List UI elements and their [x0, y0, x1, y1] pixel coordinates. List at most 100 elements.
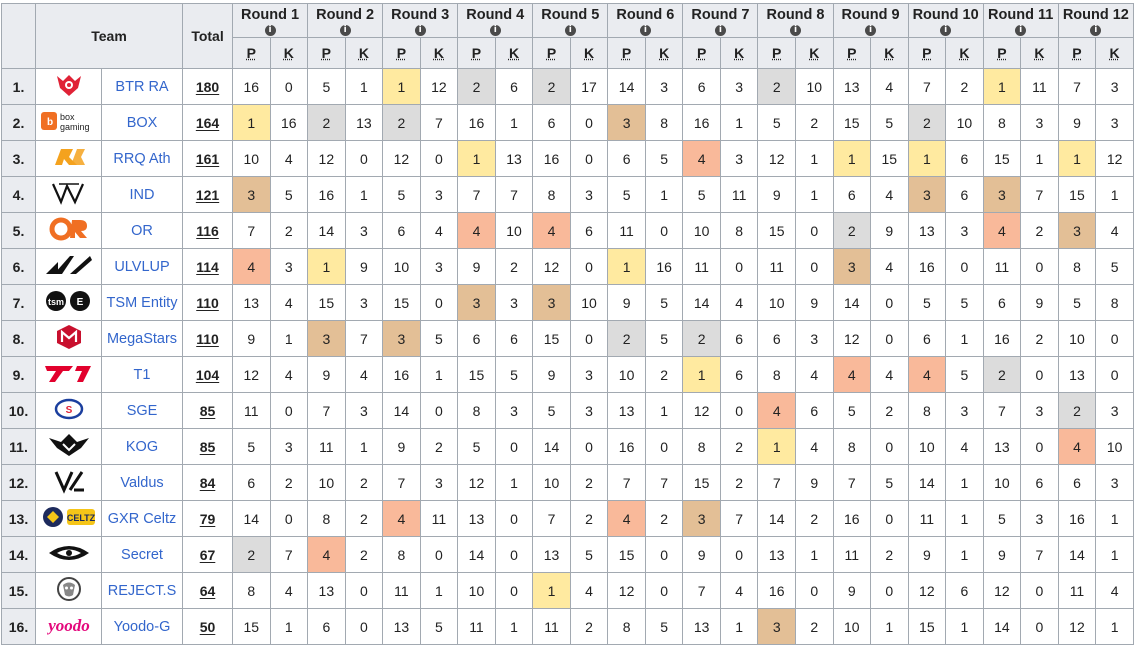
- team-link[interactable]: Valdus: [120, 475, 164, 491]
- round-5-header: Round 5 i: [532, 3, 609, 38]
- info-icon[interactable]: i: [940, 25, 952, 36]
- team-logo-cell: [35, 176, 102, 213]
- team-link[interactable]: ULVLUP: [114, 259, 170, 275]
- kills-cell: 0: [719, 536, 759, 573]
- placement-cell: 16: [832, 500, 872, 537]
- team-link[interactable]: KOG: [125, 439, 159, 455]
- kills-cell: 6: [945, 140, 984, 177]
- placement-cell: 11: [982, 248, 1022, 285]
- placement-cell: 7: [907, 68, 947, 105]
- kills-cell: 13: [344, 104, 384, 141]
- info-icon[interactable]: i: [1015, 25, 1027, 36]
- round-label: Round 9: [841, 7, 900, 23]
- kills-cell: 4: [870, 248, 909, 285]
- placement-cell: 2: [757, 68, 796, 105]
- info-icon[interactable]: i: [264, 25, 276, 36]
- placement-cell: 3: [382, 320, 421, 357]
- rrq-logo[interactable]: [51, 145, 87, 172]
- kills-cell: 0: [719, 392, 759, 429]
- team-link[interactable]: Yoodo-G: [113, 619, 171, 635]
- team-link[interactable]: SGE: [126, 403, 158, 419]
- kills-cell: 1: [419, 356, 459, 393]
- kills-cell: 0: [870, 572, 909, 609]
- placement-cell: 5: [757, 104, 796, 141]
- ind-logo[interactable]: [49, 180, 89, 209]
- rank-cell: 14.: [1, 536, 36, 573]
- placement-cell: 14: [232, 500, 271, 537]
- placement-cell: 1: [982, 68, 1022, 105]
- team-link[interactable]: IND: [129, 187, 155, 203]
- round-label: Round 7: [691, 7, 750, 23]
- tsm-logo[interactable]: tsm E: [44, 288, 94, 317]
- placement-cell: 11: [457, 608, 496, 645]
- team-logo-cell: [35, 320, 102, 357]
- kills-cell: 2: [644, 500, 684, 537]
- kills-cell: 0: [494, 500, 534, 537]
- total-points: 114: [196, 258, 219, 275]
- or-logo[interactable]: [49, 216, 89, 245]
- team-link[interactable]: TSM Entity: [106, 295, 178, 311]
- gxr-celtz-logo[interactable]: CELTZ: [41, 504, 97, 533]
- total-points-cell: 180: [182, 68, 234, 105]
- kills-cell: 5: [870, 464, 909, 501]
- kills-cell: 6: [569, 212, 609, 249]
- kills-cell: 2: [569, 608, 609, 645]
- kills-cell: 4: [269, 572, 309, 609]
- kills-cell: 3: [419, 176, 459, 213]
- sge-logo[interactable]: S: [54, 396, 84, 425]
- placement-cell: 12: [1057, 608, 1097, 645]
- placement-header: P: [457, 37, 496, 69]
- yoodo-logo[interactable]: yoodo: [46, 613, 91, 640]
- kills-cell: 0: [269, 68, 309, 105]
- placement-cell: 10: [682, 212, 721, 249]
- kills-cell: 1: [870, 608, 909, 645]
- team-link[interactable]: OR: [131, 223, 153, 239]
- info-icon[interactable]: i: [414, 25, 426, 36]
- reject-logo[interactable]: [54, 576, 84, 605]
- team-link[interactable]: GXR Celtz: [107, 511, 177, 527]
- round-label: Round 10: [912, 7, 979, 23]
- kills-cell: 1: [344, 176, 384, 213]
- placement-cell: 9: [982, 536, 1022, 573]
- kills-cell: 0: [419, 536, 459, 573]
- placement-cell: 1: [232, 104, 271, 141]
- placement-cell: 13: [757, 536, 796, 573]
- placement-cell: 5: [832, 392, 872, 429]
- placement-cell: 8: [532, 176, 571, 213]
- placement-label: P: [847, 45, 857, 61]
- placement-cell: 16: [307, 176, 346, 213]
- info-icon[interactable]: i: [1090, 25, 1102, 36]
- info-icon[interactable]: i: [639, 25, 651, 36]
- placement-cell: 9: [682, 536, 721, 573]
- info-icon[interactable]: i: [564, 25, 576, 36]
- round-3-header: Round 3 i: [382, 3, 459, 38]
- total-points-cell: 161: [182, 140, 234, 177]
- team-link[interactable]: MegaStars: [106, 331, 178, 347]
- btr-logo[interactable]: [54, 72, 84, 101]
- team-name-cell: ULVLUP: [100, 248, 184, 285]
- ulvlup-logo[interactable]: [44, 252, 94, 281]
- secret-logo[interactable]: [47, 542, 91, 567]
- box-gaming-logo[interactable]: b box gaming: [40, 108, 98, 137]
- info-icon[interactable]: i: [489, 25, 501, 36]
- t1-logo[interactable]: [43, 362, 95, 387]
- info-icon[interactable]: i: [789, 25, 801, 36]
- valdus-logo[interactable]: [52, 468, 86, 497]
- team-link[interactable]: BTR RA: [115, 79, 169, 95]
- team-link[interactable]: BOX: [126, 115, 158, 131]
- info-icon[interactable]: i: [865, 25, 877, 36]
- kills-label: K: [659, 45, 670, 61]
- placement-cell: 10: [232, 140, 271, 177]
- kog-logo[interactable]: [47, 432, 91, 461]
- placement-cell: 1: [682, 356, 721, 393]
- info-icon[interactable]: i: [339, 25, 351, 36]
- team-link[interactable]: RRQ Ath: [113, 151, 171, 167]
- team-link[interactable]: Secret: [121, 547, 163, 563]
- team-link[interactable]: T1: [133, 367, 151, 383]
- info-icon[interactable]: i: [714, 25, 726, 36]
- team-link[interactable]: REJECT.S: [107, 583, 177, 599]
- megastars-logo[interactable]: [54, 324, 84, 353]
- placement-header: P: [1057, 37, 1097, 69]
- team-logo-cell: [35, 248, 102, 285]
- placement-cell: 13: [532, 536, 571, 573]
